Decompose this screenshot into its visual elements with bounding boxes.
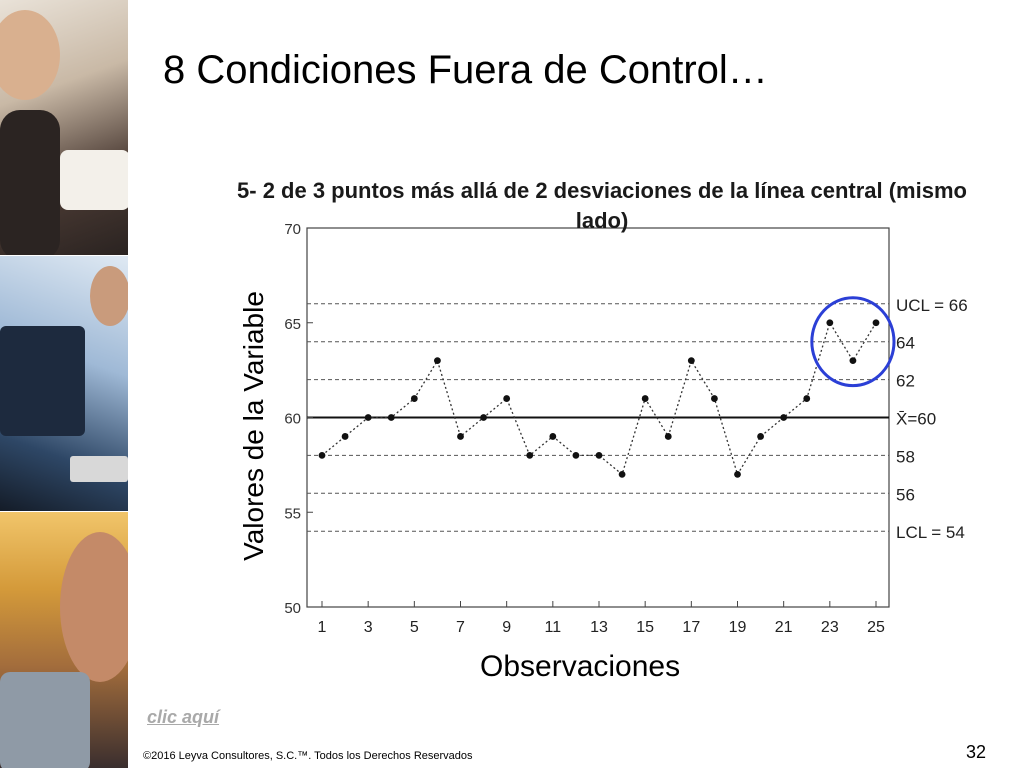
x-tick-label: 1 [318,619,327,636]
x-tick-label: 21 [775,619,793,636]
copyright-footer: ©2016 Leyva Consultores, S.C.™. Todos lo… [143,750,473,762]
data-point [341,433,349,440]
x-tick-label: 25 [867,619,885,636]
x-tick-label: 13 [590,619,608,636]
data-point [410,395,418,402]
reference-label: 64 [896,334,915,353]
series-line [321,321,877,476]
slide-title: 8 Condiciones Fuera de Control… [163,48,768,92]
data-point [872,319,880,327]
reference-label: 58 [896,447,915,466]
data-point [434,357,441,365]
data-point [503,395,511,402]
data-point [618,470,626,478]
y-axis-title: Valores de la Variable [238,291,269,561]
x-axis-title: Observaciones [480,650,681,683]
x-tick-label: 15 [636,619,654,636]
data-point [826,319,834,327]
x-tick-label: 7 [456,619,465,636]
highlight-circle [810,296,896,388]
data-point [364,414,372,421]
data-point [711,395,718,402]
data-point [849,357,857,365]
x-tick-label: 5 [410,619,419,636]
reference-label: X̄=60 [896,410,936,429]
y-tick-label: 65 [284,316,301,333]
x-tick-label: 23 [821,619,839,636]
data-point [387,414,395,421]
clic-aqui-link[interactable]: clic aquí [147,707,220,727]
page-number: 32 [966,742,987,762]
reference-label: 56 [896,485,915,504]
x-tick-label: 11 [545,619,562,636]
photo-man-reading [0,0,128,255]
x-tick-label: 17 [682,619,700,636]
chart-title: 5- 2 de 3 puntos más allá de 2 desviacio… [237,178,967,233]
y-tick-label: 55 [284,505,301,522]
reference-label: LCL = 54 [896,523,965,542]
data-point [687,357,695,365]
data-point [664,433,672,440]
data-point [803,395,811,402]
data-point [734,470,741,478]
data-point [595,452,603,459]
data-point [572,452,580,459]
data-point [480,414,487,421]
x-tick-label: 9 [502,619,511,636]
data-point [641,395,649,402]
reference-label: UCL = 66 [896,296,968,315]
data-point [526,452,534,459]
x-tick-label: 19 [729,619,747,636]
y-tick-label: 50 [284,600,301,617]
data-point [549,433,557,440]
x-tick-label: 3 [364,619,373,636]
y-tick-label: 60 [284,411,301,428]
data-point [457,433,464,440]
photo-man-phone [0,512,128,768]
photo-strip [0,0,128,768]
data-point [757,433,764,440]
data-point [318,452,326,459]
data-point [780,414,788,421]
y-tick-label: 70 [284,221,301,238]
reference-label: 62 [896,372,915,391]
photo-man-laptop [0,256,128,511]
